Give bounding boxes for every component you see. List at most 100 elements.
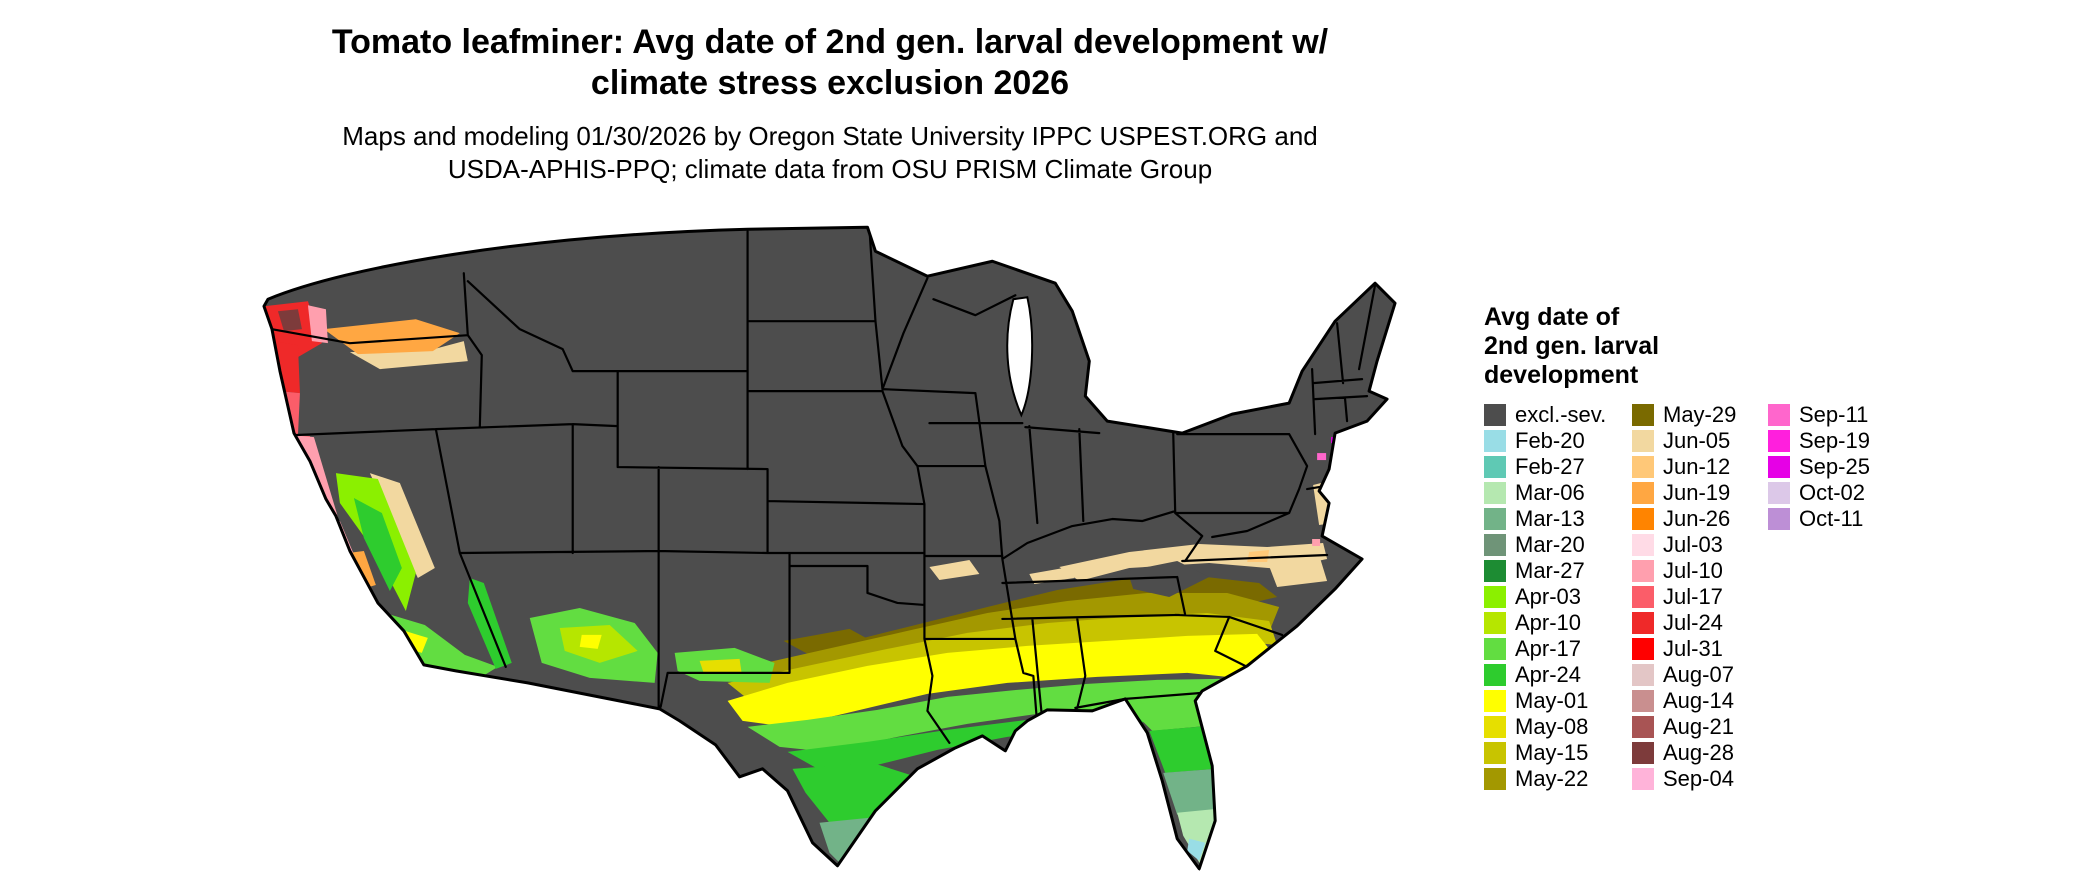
legend-entry-label: Oct-02: [1799, 480, 1866, 505]
legend-swatch: [1632, 560, 1654, 582]
map-region-central-valley-green: [353, 498, 402, 591]
legend-entry-label: Jun-19: [1663, 480, 1731, 505]
legend: Avg date of 2nd gen. larval development …: [1484, 303, 1888, 792]
legend-entry-label: Aug-28: [1663, 740, 1734, 765]
legend-entry-label: May-29: [1663, 402, 1737, 427]
legend-entry: Oct-02: [1768, 480, 1888, 506]
legend-title-line3: development: [1484, 361, 1639, 389]
map-region-band-apr17-green: [747, 678, 1250, 752]
map-region-arizona-yellow: [579, 634, 602, 649]
legend-entry: Mar-27: [1484, 558, 1632, 584]
map-region-virginia-coast-tan: [1267, 554, 1328, 587]
legend-entry: Mar-13: [1484, 506, 1632, 532]
legend-entry-label: Jul-17: [1663, 584, 1723, 609]
legend-swatch: [1632, 508, 1654, 530]
legend-entry-label: Oct-11: [1799, 506, 1864, 531]
legend-entry: Sep-11: [1768, 402, 1888, 428]
map-region-ca-foothill-tan: [369, 473, 435, 578]
legend-entry-label: Jul-03: [1663, 532, 1723, 557]
legend-swatch: [1484, 664, 1506, 686]
map-subtitle-line1: Maps and modeling 01/30/2026 by Oregon S…: [342, 121, 1318, 151]
legend-swatch: [1632, 716, 1654, 738]
header: Tomato leafminer: Avg date of 2nd gen. l…: [0, 22, 1660, 186]
legend-entry: Apr-03: [1484, 584, 1632, 610]
legend-entry-label: Jun-05: [1663, 428, 1731, 453]
legend-entry-label: Jun-26: [1663, 506, 1731, 531]
legend-swatch: [1632, 586, 1654, 608]
map-region-band-may01-yellow: [727, 633, 1278, 727]
legend-entry-label: Jul-24: [1663, 610, 1723, 635]
legend-title-line1: Avg date of: [1484, 303, 1620, 331]
legend-swatch: [1632, 638, 1654, 660]
us-map: [228, 221, 1447, 884]
legend-entry-label: May-08: [1515, 714, 1589, 739]
legend-swatch: [1484, 508, 1506, 530]
legend-entry-label: Sep-19: [1799, 428, 1870, 453]
legend-entry-label: Jul-31: [1663, 636, 1723, 661]
legend-entry: Apr-10: [1484, 610, 1632, 636]
legend-entry-label: Mar-13: [1515, 506, 1585, 531]
legend-entry-label: Feb-27: [1515, 454, 1585, 479]
legend-entry-label: Mar-06: [1515, 480, 1585, 505]
legend-entry-label: excl.-sev.: [1515, 402, 1607, 427]
map-subtitle-line2: USDA-APHIS-PPQ; climate data from OSU PR…: [447, 154, 1213, 184]
legend-swatch: [1632, 430, 1654, 452]
legend-entry: Jul-10: [1632, 558, 1768, 584]
legend-entry: Feb-20: [1484, 428, 1632, 454]
legend-entry-label: Aug-07: [1663, 662, 1734, 687]
legend-swatch: [1484, 690, 1506, 712]
legend-swatch: [1632, 664, 1654, 686]
map-region-florida-seagreen: [1163, 768, 1218, 815]
us-coastline: [262, 225, 1397, 871]
legend-swatch: [1632, 612, 1654, 634]
map-region-columbia-basin-orange: [323, 319, 460, 355]
legend-entry: Feb-27: [1484, 454, 1632, 480]
legend-column-2: May-29 Jun-05 Jun-12 Jun-19 Jun-26 Jul-03 Jul-…: [1632, 402, 1768, 792]
legend-column-3: Sep-11 Sep-19 Sep-25 Oct-02 Oct-11: [1768, 402, 1888, 792]
legend-entry: Mar-20: [1484, 532, 1632, 558]
legend-swatch: [1484, 560, 1506, 582]
legend-entry: May-08: [1484, 714, 1632, 740]
legend-entry-label: Mar-20: [1515, 532, 1585, 557]
legend-entry-label: Jul-10: [1663, 558, 1723, 583]
legend-entry-label: May-15: [1515, 740, 1589, 765]
map-region-florida-tip-cyan: [1187, 838, 1206, 861]
legend-entry: Aug-21: [1632, 714, 1768, 740]
map-region-florida-central-green: [1149, 725, 1216, 773]
legend-swatch: [1484, 768, 1506, 790]
map-region-oklahoma-brown-blob: [783, 628, 872, 655]
map-region-socal-green: [384, 612, 498, 675]
legend-entry-label: May-22: [1515, 766, 1589, 791]
legend-entry: Jul-31: [1632, 636, 1768, 662]
legend-swatch: [1632, 404, 1654, 426]
legend-entry: Jul-17: [1632, 584, 1768, 610]
legend-entry-label: Apr-24: [1515, 662, 1582, 687]
legend-entry-label: Aug-14: [1663, 688, 1734, 713]
map-speck-norfolk-pink: [1312, 539, 1321, 547]
legend-entry: Mar-06: [1484, 480, 1632, 506]
legend-entry: Apr-24: [1484, 662, 1632, 688]
legend-entry: May-29: [1632, 402, 1768, 428]
legend-swatch: [1484, 716, 1506, 738]
legend-entry: Oct-11: [1768, 506, 1888, 532]
legend-entry: Aug-07: [1632, 662, 1768, 688]
legend-title: Avg date of 2nd gen. larval development: [1484, 303, 1888, 390]
legend-entry-label: Sep-25: [1799, 454, 1870, 479]
legend-entry: Jun-12: [1632, 454, 1768, 480]
legend-swatch: [1484, 404, 1506, 426]
state-borders: [270, 228, 1377, 744]
map-region-puget-pink: [307, 305, 328, 344]
legend-entry: Apr-17: [1484, 636, 1632, 662]
legend-swatch: [1632, 534, 1654, 556]
legend-swatch: [1484, 612, 1506, 634]
legend-title-line2: 2nd gen. larval: [1484, 332, 1660, 360]
legend-swatch: [1768, 404, 1790, 426]
legend-entry: Sep-04: [1632, 766, 1768, 792]
legend-swatch: [1768, 456, 1790, 478]
legend-entry: Sep-25: [1768, 454, 1888, 480]
legend-swatch: [1768, 508, 1790, 530]
legend-entry-label: Jun-12: [1663, 454, 1731, 479]
legend-entry: Sep-19: [1768, 428, 1888, 454]
legend-swatch: [1484, 534, 1506, 556]
